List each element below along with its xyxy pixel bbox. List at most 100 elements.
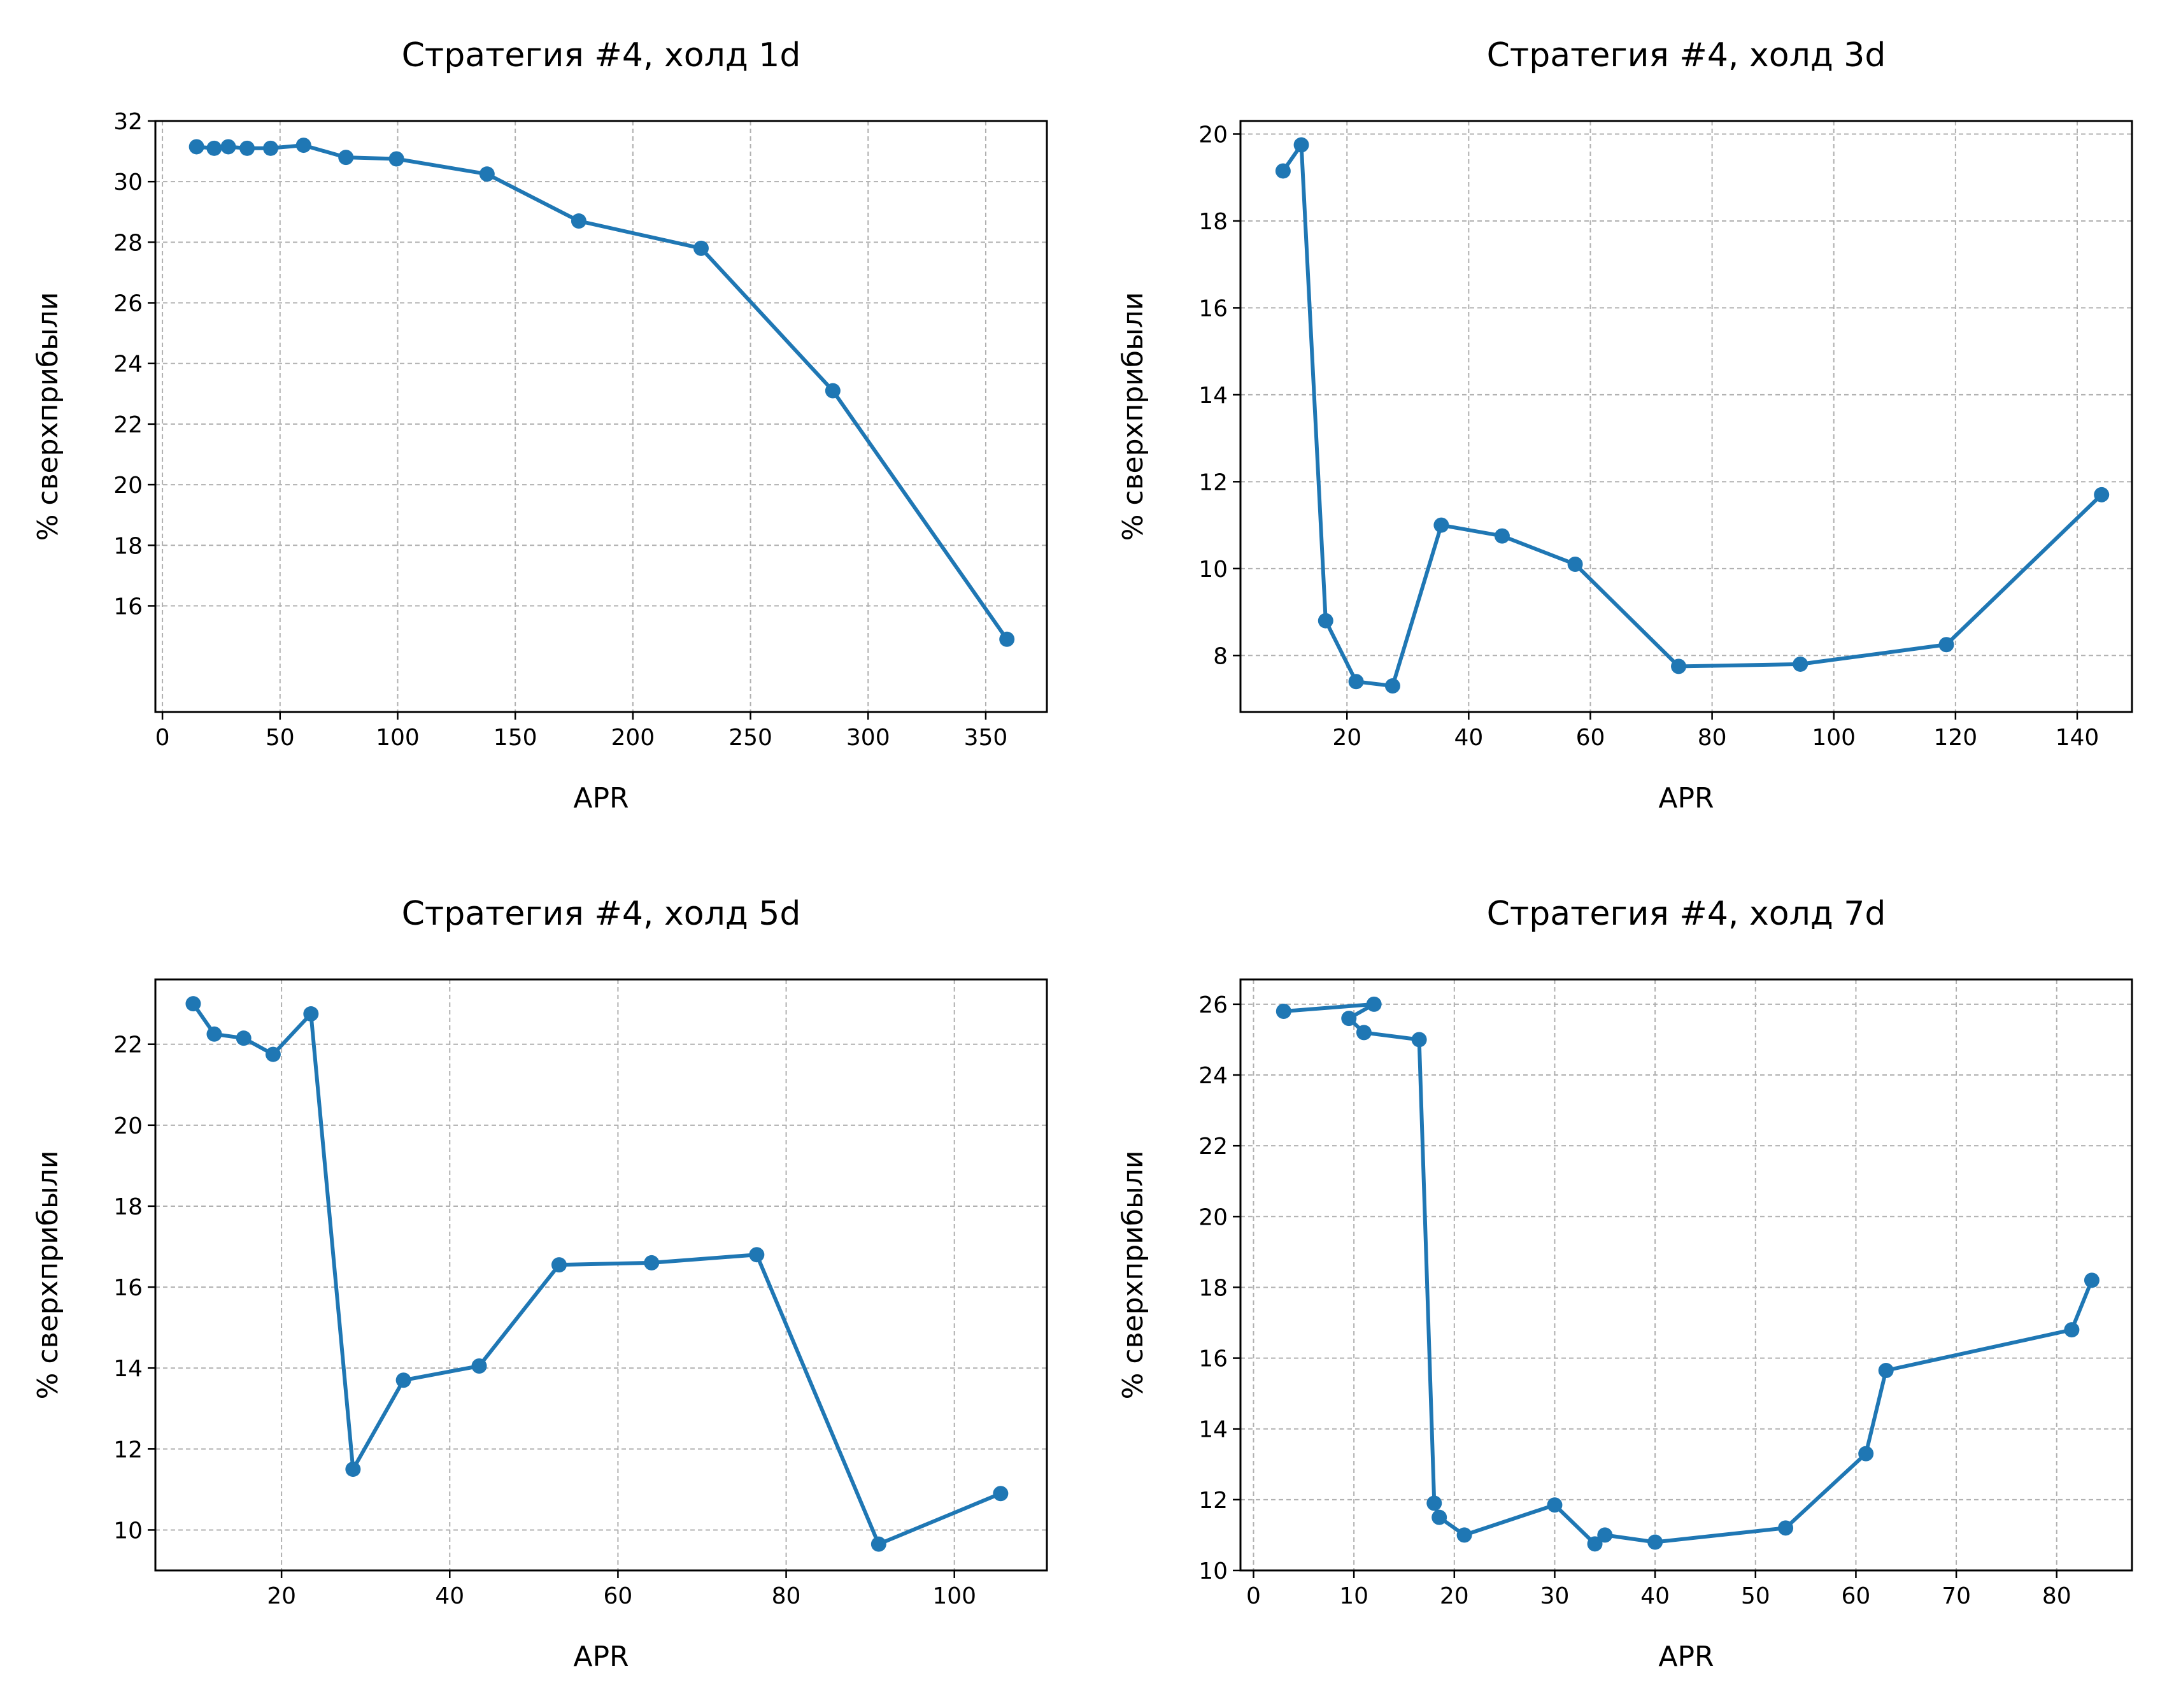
y-axis-label: % сверхприбыли: [32, 292, 64, 541]
x-tick-label: 120: [1934, 725, 1978, 751]
x-axis-label: APR: [1658, 782, 1714, 815]
y-tick-label: 22: [113, 1032, 143, 1058]
data-point: [1793, 656, 1808, 672]
y-tick-label: 18: [113, 533, 143, 559]
y-axis-label: % сверхприбыли: [1117, 1151, 1149, 1400]
series-line: [1283, 1002, 2094, 1546]
data-point: [1567, 557, 1583, 572]
data-point: [1318, 613, 1333, 629]
y-tick-label: 30: [113, 169, 143, 196]
y-tick-label: 16: [113, 594, 143, 620]
data-point: [1547, 1497, 1563, 1513]
y-axis-label: % сверхприбыли: [1117, 292, 1149, 541]
data-point: [1356, 1025, 1372, 1041]
data-point: [644, 1255, 660, 1270]
series-line: [191, 1002, 1002, 1546]
x-tick-label: 60: [1842, 1583, 1871, 1609]
y-tick-label: 8: [1213, 643, 1228, 669]
y-tick-label: 16: [1198, 295, 1228, 322]
data-point: [239, 140, 255, 156]
y-tick-label: 16: [1198, 1346, 1228, 1372]
y-tick-label: 20: [1198, 122, 1228, 148]
x-tick-label: 20: [1332, 725, 1361, 751]
data-point: [1647, 1534, 1663, 1550]
subplot-3: 20 40 60 80 100 10 12 14 16 18 20 22 Стратегия #4, х…: [32, 895, 1048, 1673]
x-tick-label: 80: [772, 1583, 801, 1609]
data-point: [265, 1046, 281, 1062]
x-tick-label: 350: [964, 725, 1008, 751]
data-point: [236, 1030, 252, 1046]
data-point: [825, 383, 841, 399]
data-point: [206, 140, 222, 156]
data-point: [1384, 678, 1400, 694]
data-point: [999, 631, 1015, 647]
data-point: [1432, 1509, 1447, 1525]
x-axis-label: APR: [1658, 1640, 1714, 1673]
series-line: [196, 143, 1009, 641]
y-tick-label: 20: [1198, 1204, 1228, 1230]
x-tick-label: 250: [728, 725, 772, 751]
plot-frame: [154, 120, 1048, 713]
data-point: [1341, 1011, 1357, 1027]
x-tick-label: 150: [494, 725, 537, 751]
data-point: [551, 1257, 567, 1273]
data-point: [479, 166, 495, 182]
y-tick-label: 10: [113, 1518, 143, 1544]
plot-frame: [154, 978, 1048, 1572]
y-tick-label: 18: [113, 1194, 143, 1220]
y-tick-label: 32: [113, 109, 143, 135]
data-point: [395, 1372, 411, 1388]
data-point: [870, 1536, 886, 1552]
y-tick-label: 20: [113, 473, 143, 499]
chart-title: Стратегия #4, холд 3d: [1487, 36, 1886, 75]
x-tick-label: 80: [1698, 725, 1727, 751]
x-tick-label: 40: [1640, 1583, 1670, 1609]
data-point: [1293, 137, 1309, 153]
data-point: [993, 1486, 1009, 1502]
data-point: [1878, 1363, 1894, 1379]
x-axis-label: APR: [573, 782, 629, 815]
y-tick-label: 12: [1198, 1488, 1228, 1514]
x-tick-label: 20: [267, 1583, 296, 1609]
y-tick-label: 24: [113, 352, 143, 378]
subplot-2: 20 40 60 80 100 120 140 8 10 12 14 16 18 20 Стратегия …: [1117, 36, 2133, 815]
x-tick-label: 100: [932, 1583, 976, 1609]
y-tick-label: 20: [113, 1113, 143, 1139]
x-tick-label: 0: [155, 725, 170, 751]
data-point: [338, 150, 354, 166]
x-tick-label: 40: [435, 1583, 464, 1609]
y-tick-label: 14: [1198, 1417, 1228, 1443]
data-point: [1938, 637, 1954, 653]
data-point: [1494, 528, 1510, 544]
x-tick-label: 100: [376, 725, 420, 751]
data-point: [571, 213, 586, 229]
y-tick-label: 10: [1198, 1558, 1228, 1584]
data-point: [303, 1006, 319, 1022]
y-axis-label: % сверхприбыли: [32, 1151, 64, 1400]
plot-frame: [1239, 978, 2133, 1572]
x-tick-label: 100: [1812, 725, 1856, 751]
x-tick-label: 80: [2042, 1583, 2071, 1609]
data-point: [1858, 1446, 1874, 1462]
data-point: [1366, 996, 1382, 1012]
x-tick-label: 70: [1942, 1583, 1971, 1609]
x-tick-label: 300: [846, 725, 890, 751]
data-point: [1275, 1004, 1291, 1020]
subplot-1: 0 50 100 150 200 250 300 350 16 18 20 22 24 26 28 30 32 С…: [32, 36, 1048, 815]
x-tick-label: 50: [1741, 1583, 1770, 1609]
y-tick-label: 24: [1198, 1063, 1228, 1089]
x-tick-label: 40: [1454, 725, 1483, 751]
y-tick-label: 22: [113, 412, 143, 438]
x-tick-label: 30: [1540, 1583, 1570, 1609]
data-point: [388, 151, 404, 167]
data-point: [206, 1026, 222, 1042]
data-point: [1433, 517, 1449, 533]
x-tick-label: 10: [1339, 1583, 1368, 1609]
y-tick-label: 26: [113, 291, 143, 317]
data-point: [1456, 1527, 1472, 1543]
data-point: [2084, 1272, 2100, 1288]
data-point: [471, 1358, 487, 1374]
series-line: [1281, 143, 2103, 688]
data-point: [295, 138, 311, 153]
